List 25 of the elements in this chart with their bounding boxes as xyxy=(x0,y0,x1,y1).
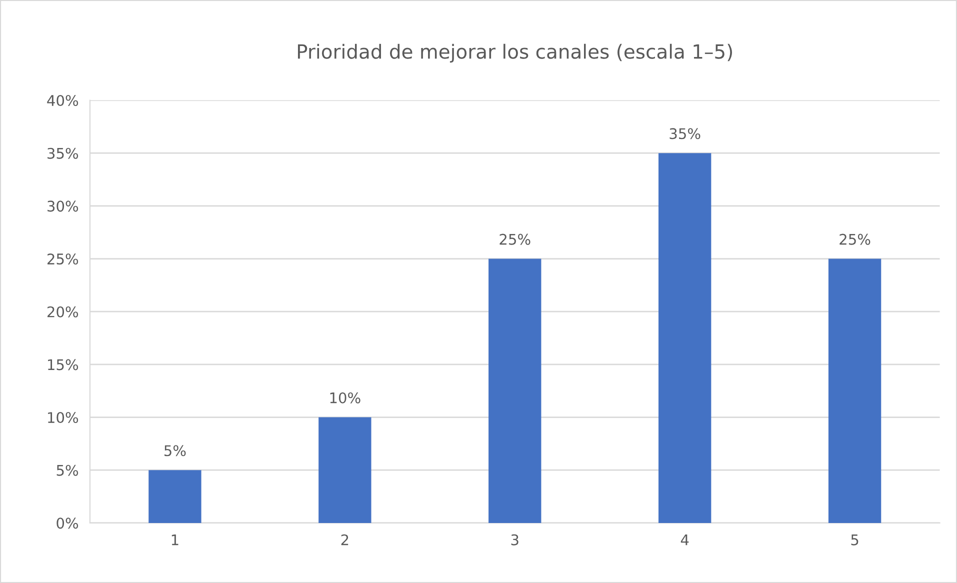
y-tick-label: 35% xyxy=(48,148,78,159)
x-tick-label: 3 xyxy=(511,534,518,546)
bar xyxy=(828,258,882,523)
data-label: 35% xyxy=(670,128,700,140)
bar xyxy=(658,153,712,523)
y-tick-label: 0% xyxy=(56,518,78,529)
y-tick-label: 25% xyxy=(48,253,78,265)
bar xyxy=(148,470,202,523)
bar xyxy=(318,417,372,523)
y-tick-label: 5% xyxy=(56,464,78,476)
y-tick-label: 15% xyxy=(48,359,78,370)
y-tick-label: 30% xyxy=(48,200,78,212)
data-label: 10% xyxy=(330,392,360,404)
x-tick-label: 2 xyxy=(341,534,348,546)
y-tick-label: 10% xyxy=(48,412,78,424)
y-tick-label: 20% xyxy=(48,306,78,318)
y-tick-label: 40% xyxy=(47,94,78,106)
data-label: 25% xyxy=(840,234,870,245)
data-label: 5% xyxy=(164,445,186,456)
data-label: 25% xyxy=(500,234,530,245)
x-tick-label: 5 xyxy=(851,534,858,546)
bar xyxy=(488,258,542,523)
chart-title: Prioridad de mejorar los canales (escala 1–5) xyxy=(298,44,732,63)
x-tick-label: 4 xyxy=(680,534,689,546)
x-tick-label: 1 xyxy=(172,534,178,546)
